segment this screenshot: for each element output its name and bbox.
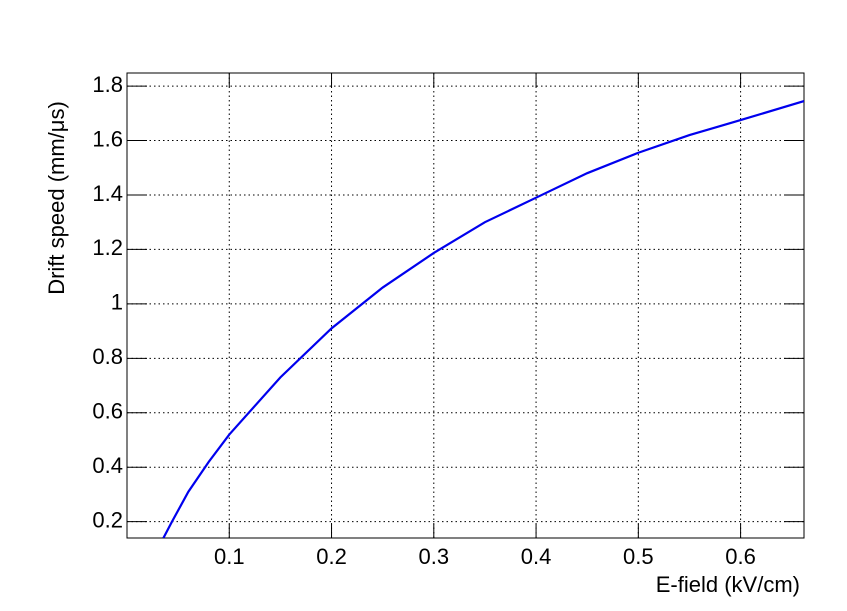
- x-tick-label: 0.6: [725, 544, 756, 569]
- x-tick-label: 0.1: [214, 544, 245, 569]
- y-tick-label: 1.2: [92, 235, 123, 260]
- y-tick-label: 1.4: [92, 181, 123, 206]
- x-tick-label: 0.4: [521, 544, 552, 569]
- y-tick-label: 1.6: [92, 126, 123, 151]
- y-tick-label: 0.2: [92, 507, 123, 532]
- x-tick-label: 0.2: [316, 544, 347, 569]
- y-tick-label: 1.8: [92, 72, 123, 97]
- y-axis-title: Drift speed (mm/μs): [44, 101, 69, 295]
- plot-frame: [126, 72, 805, 539]
- data-line: [162, 99, 804, 538]
- x-axis-title: E-field (kV/cm): [656, 572, 800, 597]
- x-tick-label: 0.3: [419, 544, 450, 569]
- y-tick-label: 0.4: [92, 453, 123, 478]
- y-tick-label: 1: [111, 290, 123, 315]
- x-tick-label: 0.5: [623, 544, 654, 569]
- y-tick-label: 0.8: [92, 344, 123, 369]
- y-tick-label: 0.6: [92, 399, 123, 424]
